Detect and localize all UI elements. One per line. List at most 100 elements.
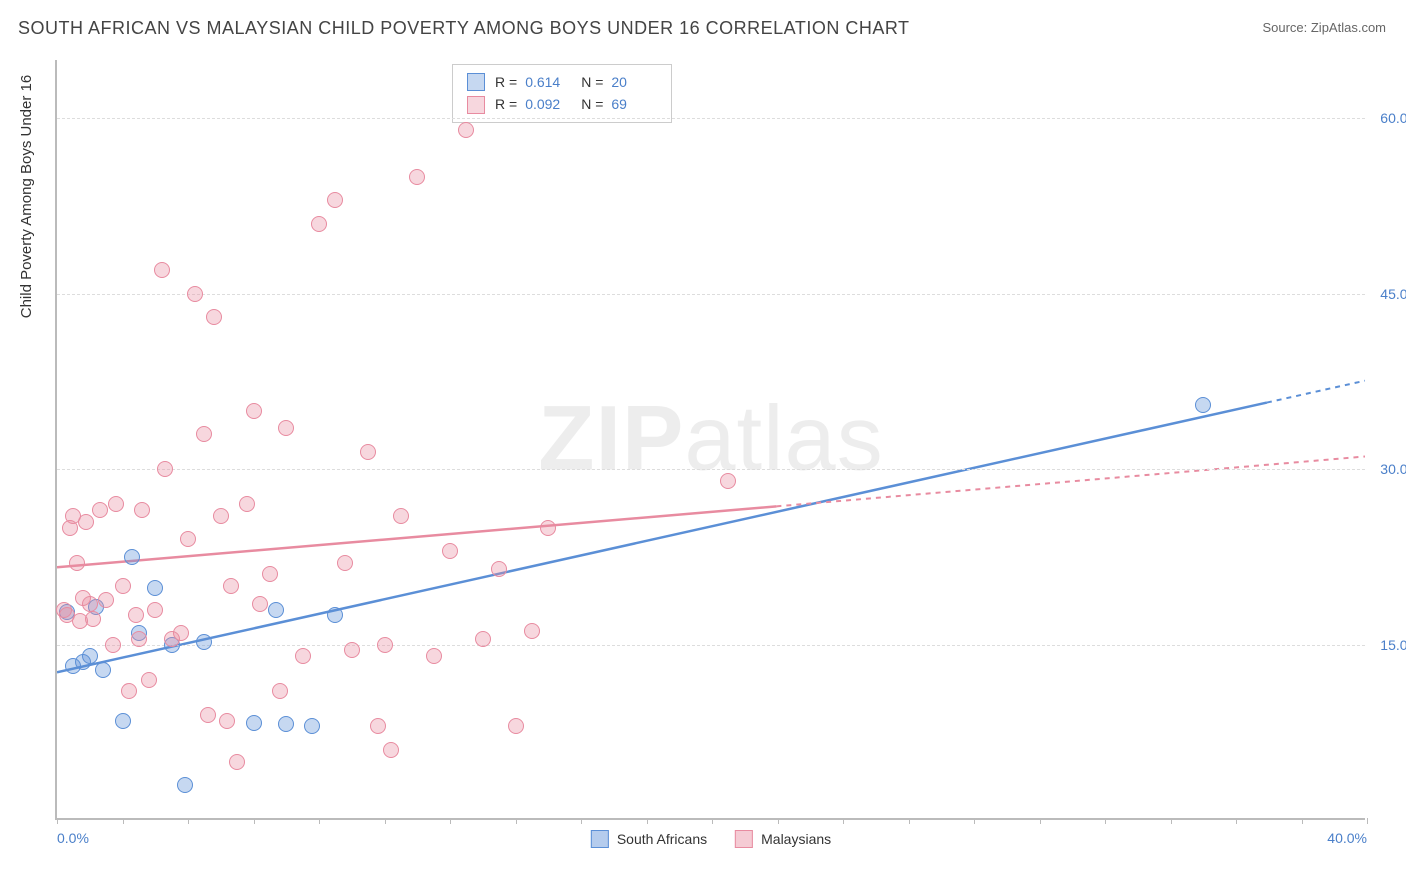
x-tick-mark xyxy=(909,818,910,824)
y-tick-label: 60.0% xyxy=(1380,110,1406,126)
r-label: R = xyxy=(495,71,517,93)
data-point xyxy=(219,713,235,729)
data-point xyxy=(426,648,442,664)
legend-label-malaysians: Malaysians xyxy=(761,831,831,847)
x-tick-mark xyxy=(1367,818,1368,824)
data-point xyxy=(327,607,343,623)
r-value-malaysians: 0.092 xyxy=(525,93,571,115)
trend-lines xyxy=(57,60,1365,818)
legend-item-south-africans: South Africans xyxy=(591,830,707,848)
chart-title: SOUTH AFRICAN VS MALAYSIAN CHILD POVERTY… xyxy=(18,18,910,39)
swatch-malaysians xyxy=(735,830,753,848)
data-point xyxy=(147,602,163,618)
data-point xyxy=(508,718,524,734)
x-tick-mark xyxy=(319,818,320,824)
x-tick-mark xyxy=(1171,818,1172,824)
data-point xyxy=(213,508,229,524)
x-tick-mark xyxy=(581,818,582,824)
gridline xyxy=(57,645,1365,646)
chart-container: SOUTH AFRICAN VS MALAYSIAN CHILD POVERTY… xyxy=(0,0,1406,892)
stats-row-malaysians: R = 0.092 N = 69 xyxy=(467,93,657,115)
legend-label-south-africans: South Africans xyxy=(617,831,707,847)
r-label: R = xyxy=(495,93,517,115)
data-point xyxy=(177,777,193,793)
data-point xyxy=(475,631,491,647)
x-tick-mark xyxy=(1040,818,1041,824)
n-value-malaysians: 69 xyxy=(611,93,657,115)
source-attribution: Source: ZipAtlas.com xyxy=(1262,20,1386,35)
data-point xyxy=(360,444,376,460)
data-point xyxy=(82,648,98,664)
stats-legend: R = 0.614 N = 20 R = 0.092 N = 69 xyxy=(452,64,672,123)
y-tick-label: 45.0% xyxy=(1380,286,1406,302)
data-point xyxy=(92,502,108,518)
swatch-malaysians xyxy=(467,96,485,114)
data-point xyxy=(134,502,150,518)
gridline xyxy=(57,294,1365,295)
data-point xyxy=(121,683,137,699)
gridline xyxy=(57,118,1365,119)
data-point xyxy=(131,631,147,647)
data-point xyxy=(278,420,294,436)
data-point xyxy=(720,473,736,489)
x-tick-mark xyxy=(385,818,386,824)
data-point xyxy=(141,672,157,688)
data-point xyxy=(383,742,399,758)
data-point xyxy=(246,403,262,419)
data-point xyxy=(246,715,262,731)
data-point xyxy=(85,611,101,627)
data-point xyxy=(180,531,196,547)
data-point xyxy=(223,578,239,594)
data-point xyxy=(229,754,245,770)
data-point xyxy=(69,555,85,571)
watermark: ZIPatlas xyxy=(538,387,883,492)
x-tick-mark xyxy=(1105,818,1106,824)
x-tick-mark xyxy=(57,818,58,824)
x-tick-mark xyxy=(1236,818,1237,824)
x-tick-mark xyxy=(516,818,517,824)
data-point xyxy=(239,496,255,512)
x-tick-mark xyxy=(778,818,779,824)
data-point xyxy=(105,637,121,653)
data-point xyxy=(252,596,268,612)
x-tick-mark xyxy=(712,818,713,824)
data-point xyxy=(157,461,173,477)
data-point xyxy=(78,514,94,530)
x-tick-label: 40.0% xyxy=(1327,830,1367,846)
data-point xyxy=(491,561,507,577)
x-tick-mark xyxy=(450,818,451,824)
x-tick-mark xyxy=(974,818,975,824)
data-point xyxy=(377,637,393,653)
data-point xyxy=(272,683,288,699)
n-label: N = xyxy=(581,71,603,93)
data-point xyxy=(115,578,131,594)
data-point xyxy=(154,262,170,278)
data-point xyxy=(187,286,203,302)
data-point xyxy=(524,623,540,639)
x-tick-mark xyxy=(188,818,189,824)
data-point xyxy=(344,642,360,658)
data-point xyxy=(393,508,409,524)
data-point xyxy=(115,713,131,729)
data-point xyxy=(128,607,144,623)
series-legend: South Africans Malaysians xyxy=(591,830,831,848)
data-point xyxy=(82,596,98,612)
data-point xyxy=(98,592,114,608)
legend-item-malaysians: Malaysians xyxy=(735,830,831,848)
data-point xyxy=(409,169,425,185)
data-point xyxy=(370,718,386,734)
data-point xyxy=(337,555,353,571)
data-point xyxy=(304,718,320,734)
x-tick-mark xyxy=(843,818,844,824)
data-point xyxy=(311,216,327,232)
y-tick-label: 15.0% xyxy=(1380,637,1406,653)
data-point xyxy=(196,634,212,650)
data-point xyxy=(442,543,458,559)
gridline xyxy=(57,469,1365,470)
data-point xyxy=(278,716,294,732)
plot-area: ZIPatlas R = 0.614 N = 20 R = 0.092 N = … xyxy=(55,60,1365,820)
x-tick-mark xyxy=(1302,818,1303,824)
x-tick-mark xyxy=(123,818,124,824)
y-tick-label: 30.0% xyxy=(1380,461,1406,477)
data-point xyxy=(458,122,474,138)
